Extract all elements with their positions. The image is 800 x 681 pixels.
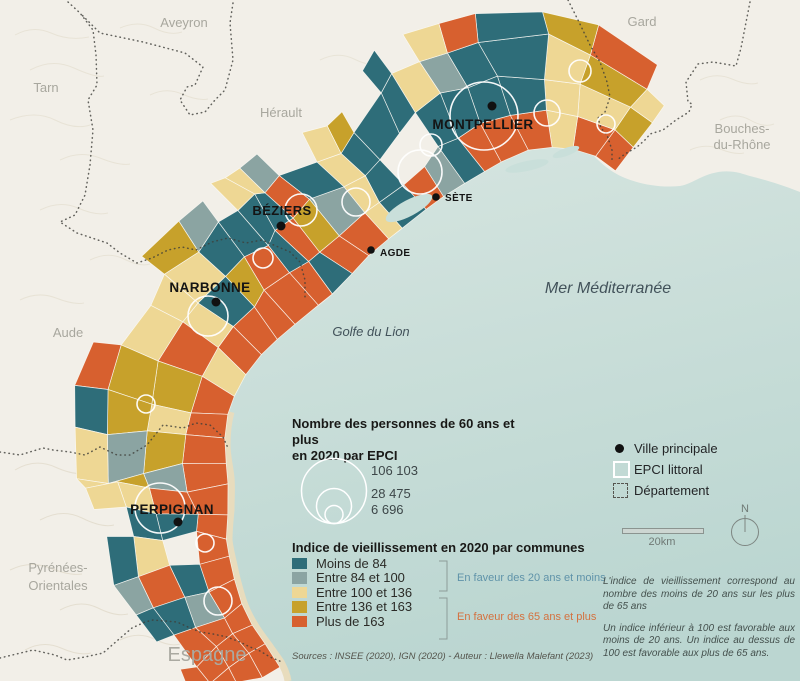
department-outline-icon	[613, 483, 628, 498]
label-bouches-2: du-Rhône	[713, 137, 770, 152]
favour-old-label: En faveur des 65 ans et plus	[457, 611, 597, 623]
size-legend-title-2: en 2020 par EPCI	[292, 447, 398, 463]
size-legend: Nombre des personnes de 60 ans et plus e…	[292, 416, 542, 464]
city-dot-montpellier	[487, 101, 497, 111]
city-label-montpellier: MONTPELLIER	[432, 117, 533, 132]
symbol-legend: Ville principale EPCI littoral Départeme…	[612, 438, 782, 501]
symbol-row-dept: Département	[612, 480, 782, 501]
class-swatch-2	[292, 572, 307, 584]
label-pyrenees-1: Pyrénées-	[28, 560, 87, 575]
index-notes: L'indice de vieillissement correspond au…	[603, 576, 795, 669]
terrain-texture	[9, 23, 775, 655]
class-label-4: Entre 136 et 163	[316, 599, 413, 615]
class-swatch-5	[292, 615, 307, 627]
label-golfe-du-lion: Golfe du Lion	[332, 324, 409, 339]
favour-young-label: En faveur des 20 ans et moins	[457, 572, 606, 584]
scale-label: 20km	[648, 536, 676, 548]
city-dot-perpignan	[173, 517, 183, 527]
class-row-1: Moins de 84	[292, 556, 412, 571]
city-label-perpignan: PERPIGNAN	[130, 502, 214, 517]
symbol-row-epci: EPCI littoral	[612, 459, 782, 480]
symbol-label-epci: EPCI littoral	[634, 462, 703, 477]
class-swatch-1	[292, 557, 307, 569]
label-aveyron: Aveyron	[160, 15, 207, 30]
class-label-5: Plus de 163	[316, 613, 385, 629]
label-espagne: Espagne	[168, 644, 247, 666]
city-dot-agde	[367, 246, 375, 254]
class-label-3: Entre 100 et 136	[316, 584, 413, 600]
beach-strip	[223, 411, 292, 681]
label-mer-mediterranee: Mer Méditerranée	[545, 280, 671, 297]
size-value-1: 106 103	[371, 463, 418, 478]
size-legend-title-1: Nombre des personnes de 60 ans et plus	[292, 416, 515, 447]
epci-outline-icon	[613, 461, 630, 478]
class-swatch-4	[292, 601, 307, 613]
city-label-agde: AGDE	[380, 248, 411, 259]
class-row-4: Entre 136 et 163	[292, 599, 413, 615]
city-label-narbonne: NARBONNE	[169, 280, 250, 295]
class-legend: Indice de vieillissement en 2020 par com…	[292, 540, 622, 650]
symbol-label-dept: Département	[634, 483, 710, 498]
index-note-definition: L'indice de vieillissement correspond au…	[603, 576, 795, 612]
class-row-5: Plus de 163	[292, 614, 412, 629]
size-value-2: 28 475	[371, 486, 411, 501]
size-value-3: 6 696	[371, 502, 404, 517]
size-legend-circles	[300, 457, 368, 525]
sea	[224, 146, 800, 681]
epci-proportional-circles	[134, 59, 616, 616]
symbol-row-city: Ville principale	[612, 438, 782, 459]
class-legend-rows: Moins de 84 Entre 84 et 100 Entre 100 et…	[292, 556, 412, 629]
index-note-interpretation: Un indice inférieur à 100 est favorable …	[603, 622, 795, 659]
scale-bar	[622, 528, 704, 534]
city-dot-sete	[432, 193, 440, 201]
label-bouches-1: Bouches-	[715, 121, 770, 136]
label-pyrenees-2: Orientales	[28, 578, 88, 593]
north-arrow-icon	[731, 515, 759, 546]
lagoons	[385, 145, 580, 223]
city-label-sete: SÈTE	[445, 191, 473, 204]
city-label-beziers: BÉZIERS	[252, 203, 311, 218]
class-brackets	[439, 560, 448, 640]
city-markers: MONTPELLIER SÈTE AGDE BÉZIERS NARBONNE P…	[130, 101, 533, 527]
place-labels: Aveyron Tarn Hérault Gard Bouches- du-Rh…	[28, 14, 770, 666]
class-row-2: Entre 84 et 100	[292, 570, 412, 586]
city-dot-icon	[615, 444, 624, 453]
class-row-3: Entre 100 et 136	[292, 585, 412, 600]
class-label-1: Moins de 84	[316, 555, 387, 571]
label-tarn: Tarn	[33, 80, 58, 95]
north-label: N	[741, 503, 749, 515]
city-dot-beziers	[276, 221, 286, 231]
city-dot-narbonne	[211, 297, 221, 307]
class-legend-title: Indice de vieillissement en 2020 par com…	[292, 540, 585, 555]
label-aude: Aude	[53, 325, 83, 340]
class-swatch-3	[292, 586, 307, 598]
commune-choropleth	[74, 11, 665, 681]
sources-text: Sources : INSEE (2020), IGN (2020) - Aut…	[292, 651, 594, 662]
symbol-label-city: Ville principale	[634, 441, 718, 456]
department-borders	[0, 0, 751, 663]
label-herault: Hérault	[260, 105, 302, 120]
label-gard: Gard	[628, 14, 657, 29]
class-label-2: Entre 84 et 100	[316, 570, 405, 586]
